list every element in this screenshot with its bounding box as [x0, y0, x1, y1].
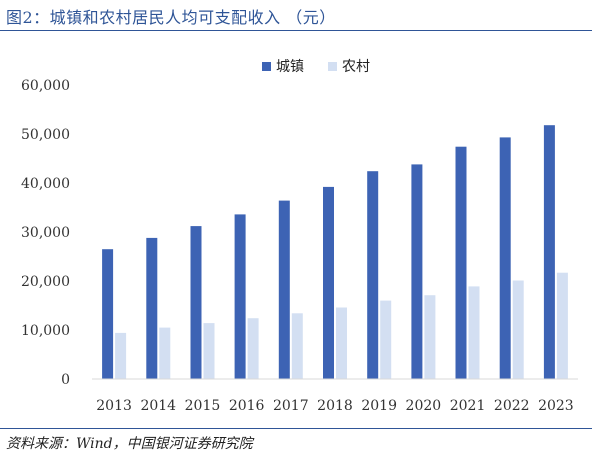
x-tick-label: 2022 — [494, 398, 530, 414]
x-tick-label: 2023 — [538, 398, 574, 414]
bar-rural — [556, 272, 568, 379]
x-tick-label: 2021 — [450, 398, 486, 414]
y-tick-label: 30,000 — [21, 225, 70, 241]
y-tick-label: 10,000 — [21, 323, 70, 339]
x-tick-label: 2017 — [273, 398, 309, 414]
bar-urban — [102, 249, 114, 379]
x-tick-label: 2014 — [140, 398, 176, 414]
x-tick-label: 2020 — [406, 398, 442, 414]
x-tick-label: 2019 — [361, 398, 397, 414]
bar-rural — [115, 332, 127, 379]
bar-urban — [278, 200, 290, 379]
chart-legend: 城镇 农村 — [262, 59, 370, 75]
bar-rural — [468, 286, 480, 379]
y-tick-label: 40,000 — [21, 176, 70, 192]
legend-label-rural: 农村 — [342, 59, 370, 75]
y-tick-label: 50,000 — [21, 127, 70, 143]
bar-urban — [323, 186, 334, 379]
x-tick-label: 2013 — [96, 398, 132, 414]
bar-urban — [411, 164, 423, 379]
x-axis: 2013 2014 2015 2016 2017 2018 2019 2020 2021 2022… — [92, 378, 578, 414]
bar-chart: 城镇 农村 0 10,000 20,000 30,000 40,000 50,000 60,0… — [21, 59, 578, 414]
legend-swatch-urban — [262, 62, 271, 71]
legend-swatch-rural — [328, 62, 337, 71]
y-tick-label: 60,000 — [21, 78, 70, 94]
bar-urban — [234, 214, 246, 379]
bar-rural — [247, 318, 259, 379]
bar-series — [102, 125, 568, 379]
x-tick-label: 2015 — [185, 398, 221, 414]
figure-title: 图2：城镇和农村居民人均可支配收入 （元） — [6, 8, 336, 27]
y-tick-label: 0 — [61, 372, 70, 388]
x-tick-label: 2018 — [317, 398, 353, 414]
title-divider — [0, 30, 592, 31]
bar-rural — [159, 327, 171, 379]
bar-rural — [291, 313, 303, 379]
bar-urban — [543, 125, 555, 379]
bar-rural — [424, 295, 436, 379]
bar-rural — [203, 323, 215, 379]
bar-urban — [499, 137, 511, 379]
source-note: 资料来源：Wind，中国银河证券研究院 — [6, 436, 253, 452]
y-tick-label: 20,000 — [21, 274, 70, 290]
bar-urban — [367, 171, 379, 379]
bar-urban — [146, 237, 158, 379]
bar-rural — [512, 280, 524, 379]
bar-urban — [455, 146, 467, 379]
source-divider — [0, 428, 592, 429]
y-axis: 0 10,000 20,000 30,000 40,000 50,000 60,000 — [21, 78, 70, 388]
bar-rural — [380, 300, 392, 379]
bar-rural — [336, 307, 347, 379]
x-tick-label: 2016 — [229, 398, 265, 414]
bar-urban — [190, 226, 202, 379]
legend-label-urban: 城镇 — [276, 59, 304, 75]
